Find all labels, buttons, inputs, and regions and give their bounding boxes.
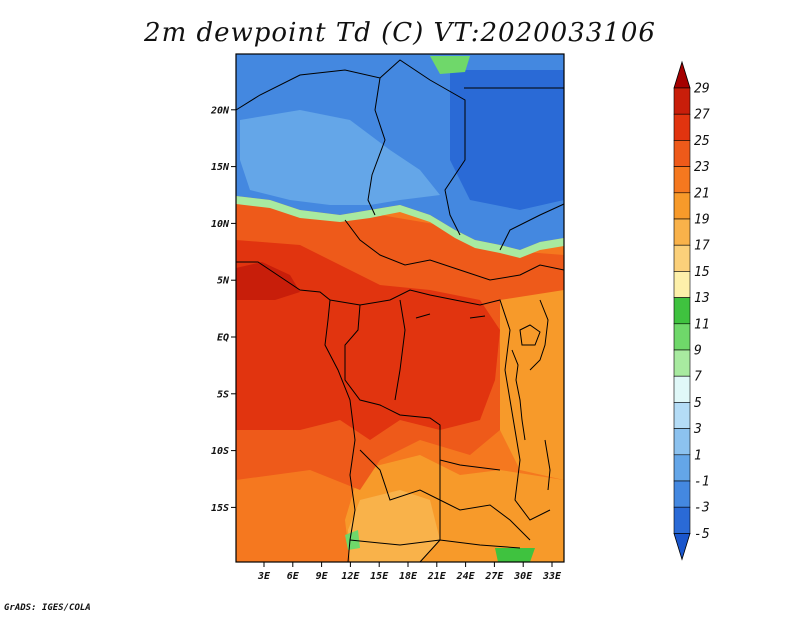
colorbar-label: 25 xyxy=(694,134,710,149)
colorbar-label: 27 xyxy=(694,108,710,123)
lon-tick-label: 24E xyxy=(456,571,476,582)
colorbar-label: 3 xyxy=(693,422,702,437)
chart-title: 2m dewpoint Td (C) VT:2020033106 xyxy=(144,18,656,48)
colorbar-swatch xyxy=(673,375,691,403)
colorbar-swatch xyxy=(673,454,691,482)
colorbar-label: 1 xyxy=(694,448,702,463)
field-deep-red xyxy=(236,262,300,300)
colorbar-label: 7 xyxy=(694,370,702,385)
colorbar-label: 21 xyxy=(694,186,710,201)
border-lines xyxy=(235,59,565,563)
colorbar-swatch xyxy=(673,402,691,429)
lon-tick-label: 15E xyxy=(370,571,389,582)
latitude-axis: 20N 15N 10N 5N EQ 5S 10S 15S xyxy=(210,105,236,514)
colorbar-label: 17 xyxy=(694,239,710,254)
colorbar-top-arrow xyxy=(673,60,691,89)
colorbar-label: 23 xyxy=(694,160,710,175)
colorbar-label: -5 xyxy=(694,527,710,542)
lat-tick-label: 5S xyxy=(217,389,229,400)
colorbar-swatch xyxy=(673,113,691,141)
longitude-axis: 3E 6E 9E 12E 15E 18E 21E 24E 27E 30E 33E xyxy=(257,562,562,582)
colorbar-label: -3 xyxy=(694,501,710,516)
map-frame xyxy=(235,53,565,563)
lat-tick-label: 20N xyxy=(210,105,230,116)
field-green-spot-north xyxy=(430,56,470,74)
colorbar: 29 27 25 23 21 19 17 15 13 11 9 7 5 3 1 -1 -3 -5 xyxy=(673,60,710,561)
lat-tick-label: 10S xyxy=(211,446,229,457)
lon-tick-label: 3E xyxy=(257,571,271,582)
colorbar-label: 5 xyxy=(694,396,702,411)
lon-tick-label: 33E xyxy=(542,571,562,582)
map-panel xyxy=(235,53,565,563)
field-north-lightblue xyxy=(240,110,440,205)
colorbar-label: 11 xyxy=(694,317,710,332)
colorbar-swatch xyxy=(673,140,691,167)
lon-tick-label: 9E xyxy=(316,571,329,582)
field-south-pale xyxy=(348,490,440,562)
colorbar-swatch xyxy=(673,349,691,377)
lon-tick-label: 18E xyxy=(399,571,418,582)
colorbar-swatch xyxy=(673,244,691,272)
lat-tick-label: 15N xyxy=(211,162,230,173)
colorbar-label: 29 xyxy=(694,82,710,97)
colorbar-swatch xyxy=(673,87,691,115)
lon-tick-label: 27E xyxy=(484,571,504,582)
colorbar-label: 13 xyxy=(694,291,710,306)
colorbar-label: 9 xyxy=(694,344,702,359)
lat-tick-label: EQ xyxy=(217,333,229,344)
colorbar-label: 15 xyxy=(694,265,710,280)
colorbar-swatch xyxy=(673,166,691,194)
colorbar-swatch xyxy=(673,271,691,298)
colorbar-swatch xyxy=(673,480,691,508)
colorbar-swatch xyxy=(673,297,691,325)
field-northeast-darkblue xyxy=(450,70,564,210)
lat-tick-label: 10N xyxy=(211,219,230,230)
field-green-spot-south xyxy=(495,548,535,562)
lat-tick-label: 5N xyxy=(217,276,230,287)
colorbar-label: 19 xyxy=(694,213,710,228)
lon-tick-label: 21E xyxy=(427,571,447,582)
lon-tick-label: 30E xyxy=(513,571,533,582)
colorbar-label: -1 xyxy=(694,475,710,490)
field-green-strip xyxy=(236,196,564,258)
colorbar-swatch xyxy=(673,192,691,220)
colorbar-swatch xyxy=(673,323,691,351)
colorbar-swatch xyxy=(673,428,691,456)
field-east-orange xyxy=(500,290,564,480)
lat-tick-label: 15S xyxy=(211,503,229,514)
grads-credit: GrADS: IGES/COLA xyxy=(4,603,91,613)
colorbar-swatch xyxy=(673,218,691,246)
lon-tick-label: 12E xyxy=(341,571,360,582)
lon-tick-label: 6E xyxy=(287,571,300,582)
colorbar-swatch xyxy=(673,506,691,534)
colorbar-bottom-arrow xyxy=(673,533,691,561)
